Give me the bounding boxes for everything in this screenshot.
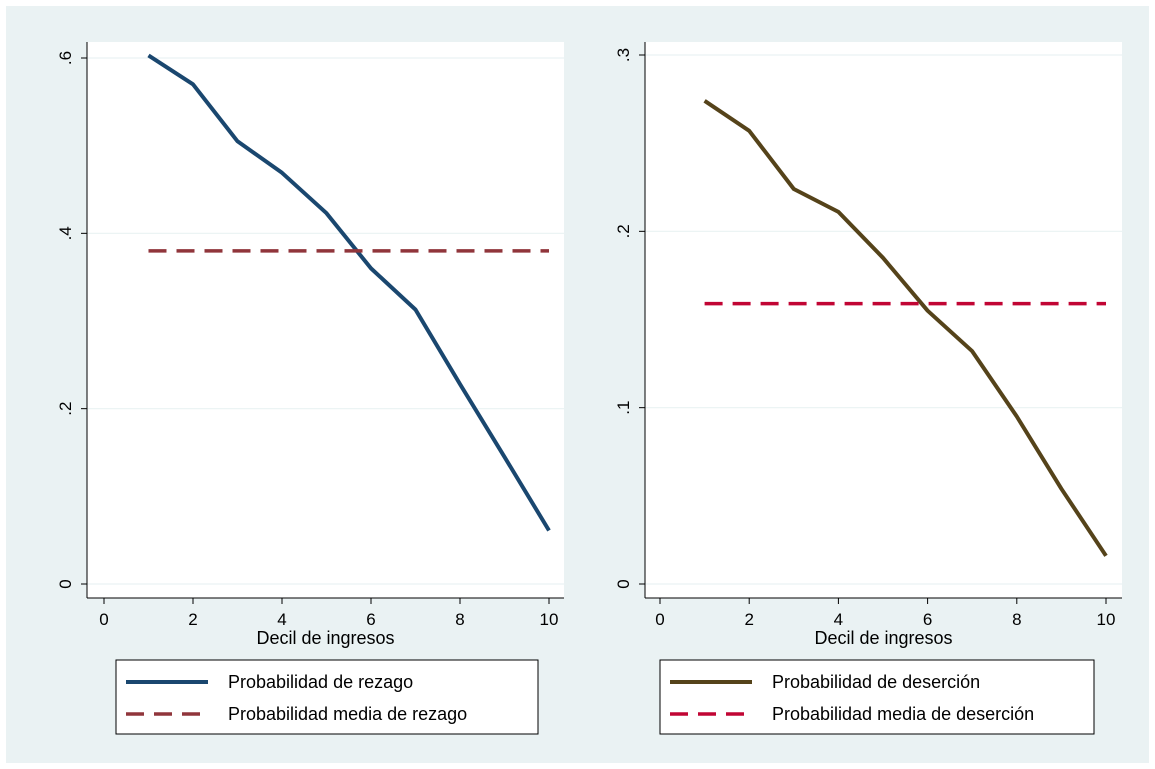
x-tick-label: 0 <box>655 610 664 629</box>
x-tick-label: 8 <box>1012 610 1021 629</box>
plot-area <box>645 42 1122 598</box>
legend-label-1: Probabilidad de rezago <box>228 672 413 692</box>
x-axis-title: Decil de ingresos <box>814 628 952 648</box>
chart-panel-1: 0 .2 .4 .6 0 2 4 6 8 10 Decil de ingresos Probabili… <box>56 42 564 735</box>
plot-area <box>87 42 564 598</box>
y-tick-label: .6 <box>56 51 75 65</box>
x-tick-label: 6 <box>366 610 375 629</box>
y-tick-label: 0 <box>614 579 633 588</box>
legend-label-2: Probabilidad media de rezago <box>228 704 467 724</box>
x-tick-label: 10 <box>540 610 559 629</box>
legend-label-1: Probabilidad de deserción <box>772 672 980 692</box>
legend-box <box>115 659 539 735</box>
y-tick-label: .2 <box>56 402 75 416</box>
x-tick-label: 4 <box>834 610 843 629</box>
series-line-1 <box>147 53 551 532</box>
y-tick-label: .3 <box>614 48 633 62</box>
y-tick-label: .2 <box>614 224 633 238</box>
series-line-1 <box>703 99 1108 557</box>
y-tick-label: .4 <box>56 226 75 240</box>
x-tick-label: 4 <box>277 610 286 629</box>
x-tick-label: 2 <box>744 610 753 629</box>
x-tick-label: 0 <box>99 610 108 629</box>
chart-panel-2: 0 .1 .2 .3 0 2 4 6 8 10 Decil de ingresos Probabili… <box>614 42 1122 735</box>
legend-box <box>659 659 1095 735</box>
legend: Probabilidad de deserción Probabilidad me… <box>659 659 1095 735</box>
legend: Probabilidad de rezago Probabilidad media… <box>115 659 539 735</box>
x-tick-label: 6 <box>923 610 932 629</box>
x-tick-label: 10 <box>1097 610 1116 629</box>
x-tick-label: 2 <box>188 610 197 629</box>
x-tick-label: 8 <box>455 610 464 629</box>
legend-label-2: Probabilidad media de deserción <box>772 704 1034 724</box>
y-tick-label: .1 <box>614 401 633 415</box>
y-tick-label: 0 <box>56 579 75 588</box>
x-axis-title: Decil de ingresos <box>256 628 394 648</box>
